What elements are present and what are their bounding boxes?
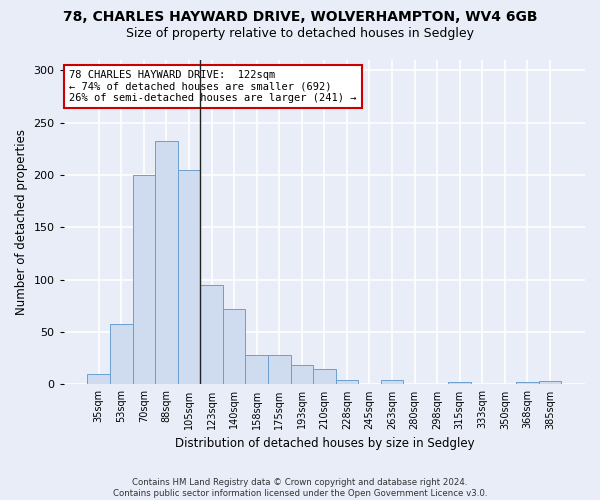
Bar xyxy=(448,382,471,384)
Bar xyxy=(88,374,110,384)
Y-axis label: Number of detached properties: Number of detached properties xyxy=(15,129,28,315)
Text: Size of property relative to detached houses in Sedgley: Size of property relative to detached ho… xyxy=(126,28,474,40)
Bar xyxy=(381,380,403,384)
Bar xyxy=(245,355,268,384)
Bar xyxy=(268,355,290,384)
Bar xyxy=(133,175,155,384)
Bar xyxy=(516,382,539,384)
Bar xyxy=(539,382,562,384)
Text: Contains HM Land Registry data © Crown copyright and database right 2024.
Contai: Contains HM Land Registry data © Crown c… xyxy=(113,478,487,498)
Bar xyxy=(110,324,133,384)
Bar xyxy=(335,380,358,384)
Bar xyxy=(290,364,313,384)
X-axis label: Distribution of detached houses by size in Sedgley: Distribution of detached houses by size … xyxy=(175,437,474,450)
Text: 78, CHARLES HAYWARD DRIVE, WOLVERHAMPTON, WV4 6GB: 78, CHARLES HAYWARD DRIVE, WOLVERHAMPTON… xyxy=(63,10,537,24)
Bar xyxy=(223,309,245,384)
Bar xyxy=(178,170,200,384)
Bar xyxy=(313,368,335,384)
Text: 78 CHARLES HAYWARD DRIVE:  122sqm
← 74% of detached houses are smaller (692)
26%: 78 CHARLES HAYWARD DRIVE: 122sqm ← 74% o… xyxy=(69,70,356,103)
Bar xyxy=(155,140,178,384)
Bar xyxy=(200,285,223,384)
